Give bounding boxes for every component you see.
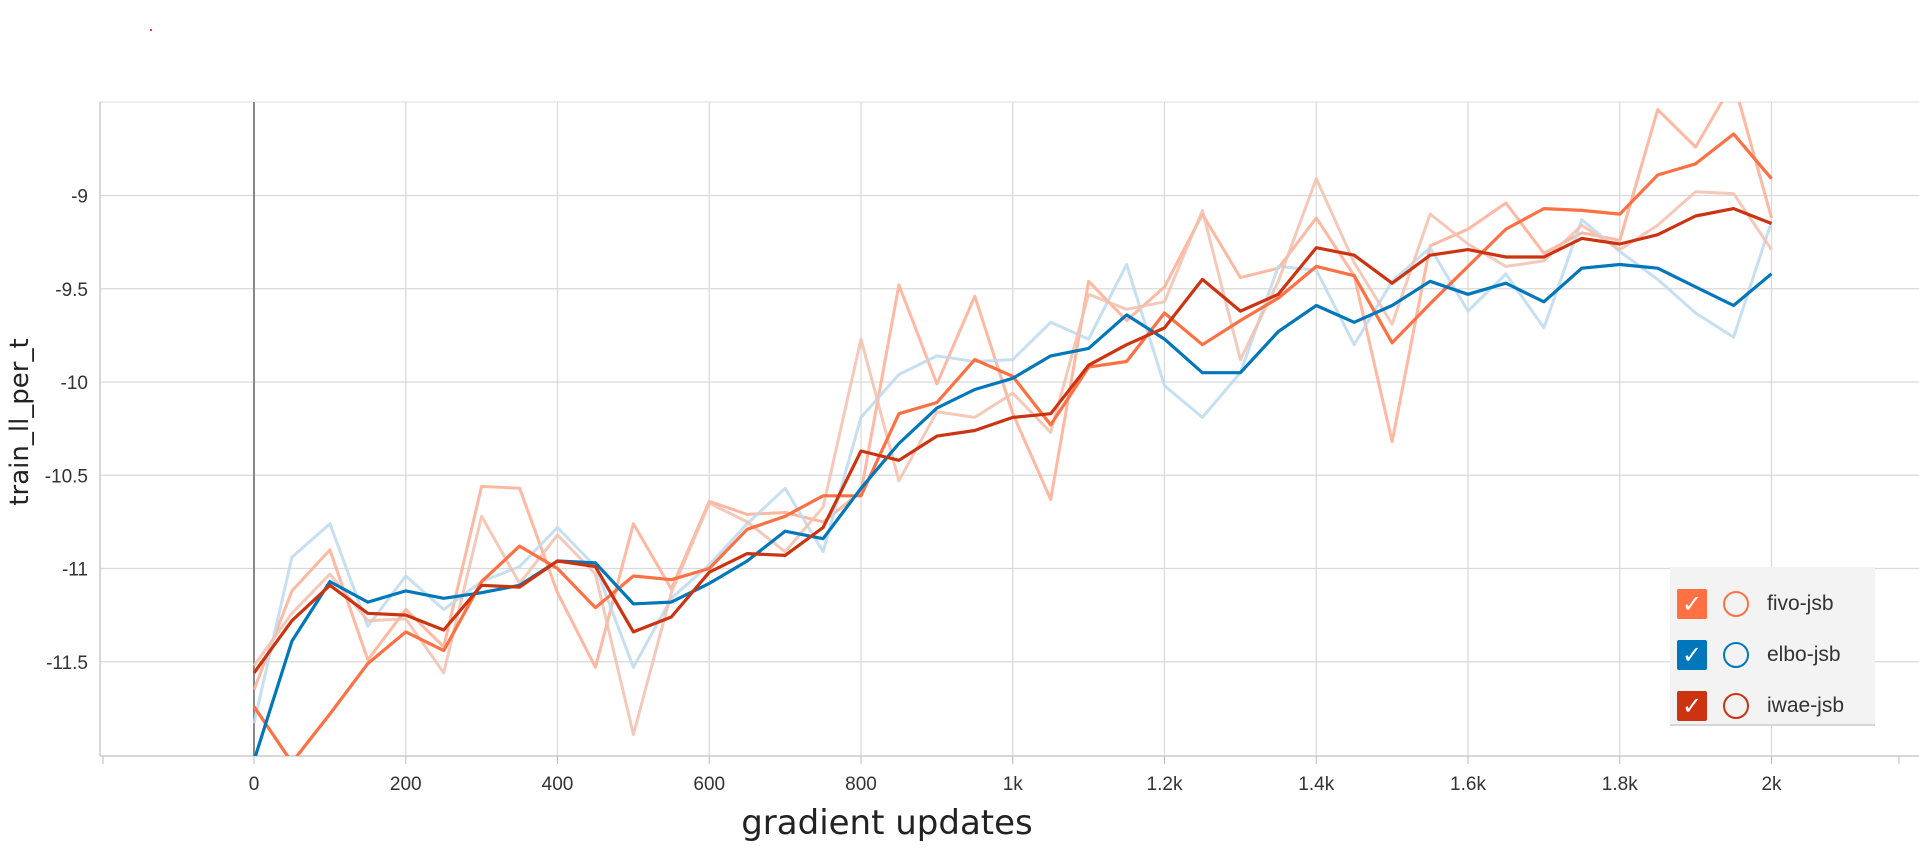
x-tick-label: 1.6k bbox=[1450, 774, 1486, 795]
x-tick-label: 1.4k bbox=[1298, 774, 1334, 795]
x-tick-label: 400 bbox=[542, 774, 574, 795]
series-raw-line-elbo-jsb bbox=[252, 218, 1773, 724]
y-axis-title: train_ll_per_t bbox=[5, 338, 35, 505]
legend-label: iwae-jsb bbox=[1767, 694, 1845, 717]
series-raw-line-fivo-jsb bbox=[252, 102, 1773, 691]
elbo-jsb-checkbox[interactable]: ✓ bbox=[1677, 640, 1707, 670]
legend-item-fivo-jsb[interactable]: ✓ fivo-jsb bbox=[1670, 584, 1875, 624]
chart-axes bbox=[99, 101, 1919, 764]
series-raw-line-iwae-jsb bbox=[252, 177, 1773, 736]
y-tick-label: -9 bbox=[71, 187, 88, 208]
x-tick-label: 2k bbox=[1761, 774, 1782, 795]
tick-labels: 0 200 400 600 800 1k 1.2k 1.4k 1.6k 1.8k 2k -11.5 -1… bbox=[45, 187, 1782, 796]
x-tick-label: 1.8k bbox=[1602, 774, 1638, 795]
legend-item-iwae-jsb[interactable]: ✓ iwae-jsb bbox=[1670, 686, 1875, 726]
x-tick-label: 600 bbox=[693, 774, 725, 795]
elbo-jsb-circle-icon[interactable] bbox=[1723, 642, 1749, 668]
series-line-iwae-jsb[interactable] bbox=[252, 207, 1773, 674]
chart-legend: ✓ fivo-jsb ✓ elbo-jsb ✓ iwae-jsb bbox=[1670, 567, 1875, 726]
fivo-jsb-circle-icon[interactable] bbox=[1723, 591, 1749, 617]
series-line-fivo-jsb[interactable] bbox=[252, 132, 1773, 763]
x-tick-label: 800 bbox=[845, 774, 877, 795]
iwae-jsb-checkbox[interactable]: ✓ bbox=[1677, 691, 1707, 721]
y-tick-label: -9.5 bbox=[55, 280, 88, 301]
x-tick-label: 1.2k bbox=[1147, 774, 1183, 795]
chart-grid bbox=[100, 102, 1919, 756]
x-axis-title: gradient updates bbox=[741, 803, 1033, 843]
y-tick-label: -11.5 bbox=[46, 653, 88, 674]
raw-series-layer bbox=[252, 102, 1773, 736]
legend-label: elbo-jsb bbox=[1767, 643, 1841, 666]
y-tick-label: -11 bbox=[62, 560, 88, 581]
y-tick-label: -10.5 bbox=[45, 466, 88, 487]
fivo-jsb-checkbox[interactable]: ✓ bbox=[1677, 589, 1707, 619]
legend-label: fivo-jsb bbox=[1767, 592, 1834, 615]
smoothed-series-layer bbox=[252, 132, 1773, 763]
x-tick-label: 200 bbox=[390, 774, 422, 795]
legend-item-elbo-jsb[interactable]: ✓ elbo-jsb bbox=[1670, 635, 1875, 675]
stray-dot bbox=[150, 29, 152, 31]
x-tick-label: 1k bbox=[1003, 774, 1024, 795]
y-tick-label: -10 bbox=[61, 373, 88, 394]
x-tick-label: 0 bbox=[249, 774, 260, 795]
iwae-jsb-circle-icon[interactable] bbox=[1723, 693, 1749, 719]
